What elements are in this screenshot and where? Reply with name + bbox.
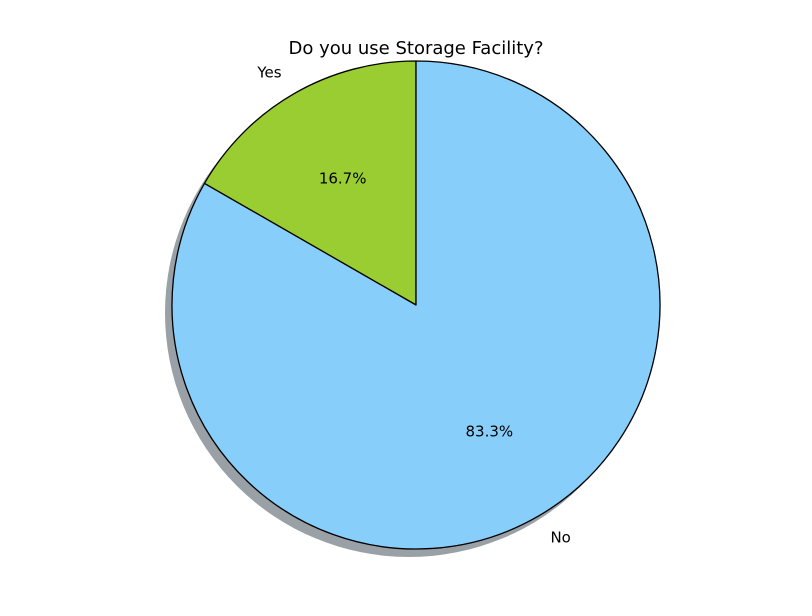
- slice-percent-no: 83.3%: [466, 423, 514, 441]
- pie-slice-no: [171, 60, 661, 550]
- slice-label-no: No: [550, 528, 570, 546]
- pie-slices: [171, 60, 661, 550]
- slice-percent-yes: 16.7%: [319, 169, 367, 187]
- slice-label-yes: Yes: [256, 64, 281, 82]
- chart-title: Do you use Storage Facility?: [288, 38, 543, 59]
- pie-slice-yes: [203, 60, 417, 306]
- pie-labels: Yes 16.7% No 83.3%: [256, 64, 571, 547]
